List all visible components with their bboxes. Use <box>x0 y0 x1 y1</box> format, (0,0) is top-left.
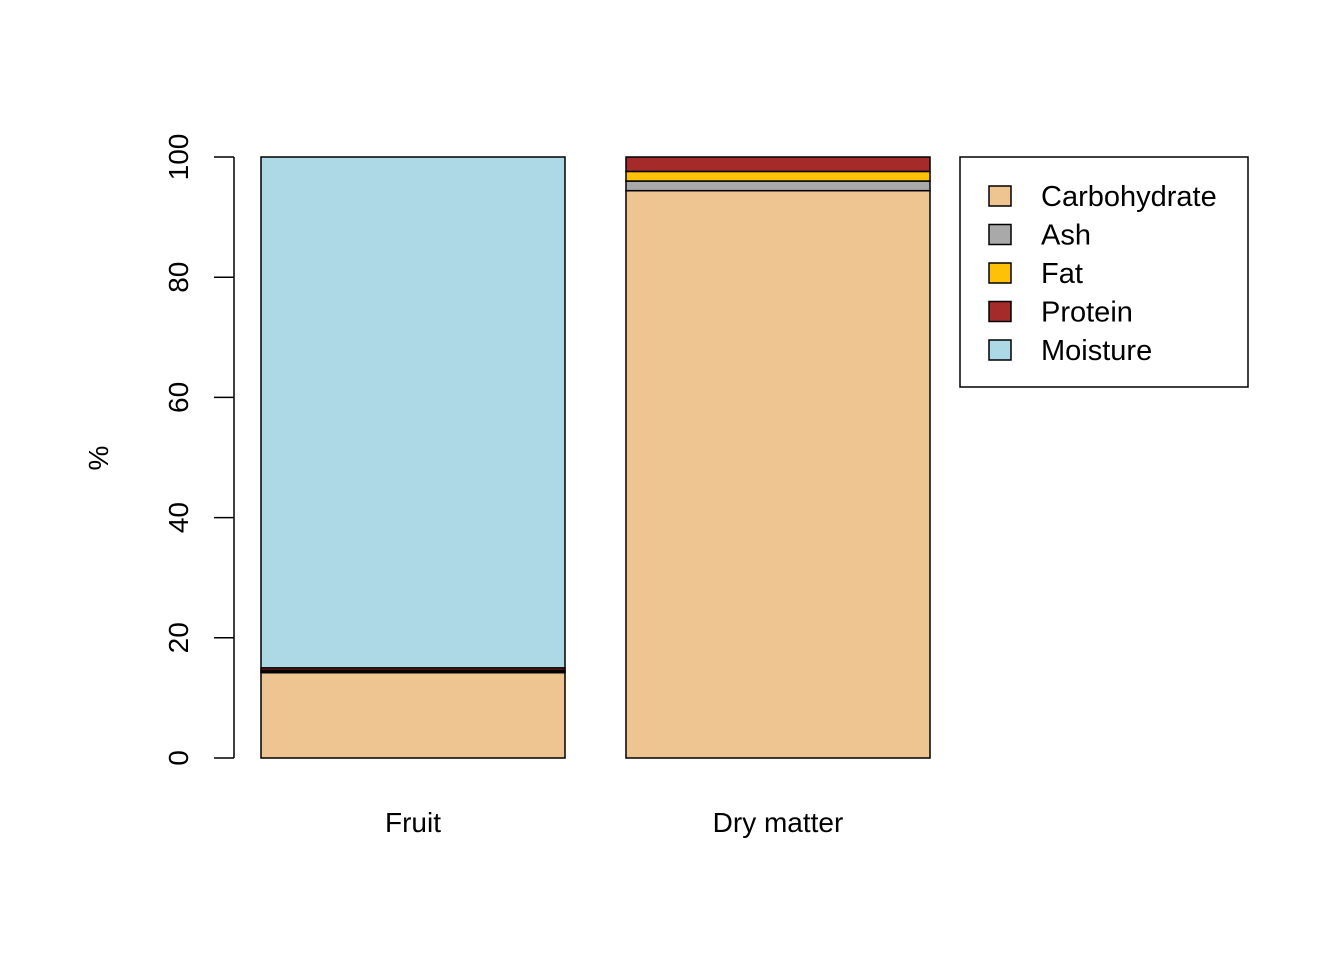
bar-segment-ash <box>625 180 931 192</box>
legend-swatch <box>988 223 1012 246</box>
y-tick-label: 20 <box>163 622 194 653</box>
bars <box>260 156 931 759</box>
y-tick-label: 100 <box>163 134 194 181</box>
legend-entry: Protein <box>1041 297 1133 329</box>
legend-entry: Fat <box>1041 258 1083 290</box>
x-axis-labels: Fruit Dry matter <box>385 807 843 838</box>
legend: Carbohydrate Ash Fat Protein Moisture <box>959 156 1249 388</box>
legend-entry: Moisture <box>1041 335 1152 367</box>
y-axis: 0 20 40 60 80 100 <box>163 134 235 766</box>
y-axis-label: % <box>83 446 114 471</box>
legend-entry: Carbohydrate <box>1041 181 1217 213</box>
legend-entry: Ash <box>1041 220 1091 252</box>
bar-segment-carbohydrate <box>260 671 566 759</box>
x-tick-label: Fruit <box>385 807 441 838</box>
bar-segment-fat <box>625 170 931 182</box>
bar-segment-moisture <box>260 156 566 669</box>
y-tick-label: 60 <box>163 382 194 413</box>
x-tick-label: Dry matter <box>713 807 844 838</box>
legend-swatch <box>988 339 1012 361</box>
y-tick-label: 40 <box>163 502 194 533</box>
bar-segment-protein <box>625 156 931 173</box>
y-tick-label: 80 <box>163 262 194 293</box>
bar-segment-carbohydrate <box>625 189 931 759</box>
legend-swatch <box>988 185 1012 207</box>
legend-swatch <box>988 262 1012 284</box>
legend-swatch <box>988 300 1012 323</box>
y-tick-label: 0 <box>163 750 194 766</box>
